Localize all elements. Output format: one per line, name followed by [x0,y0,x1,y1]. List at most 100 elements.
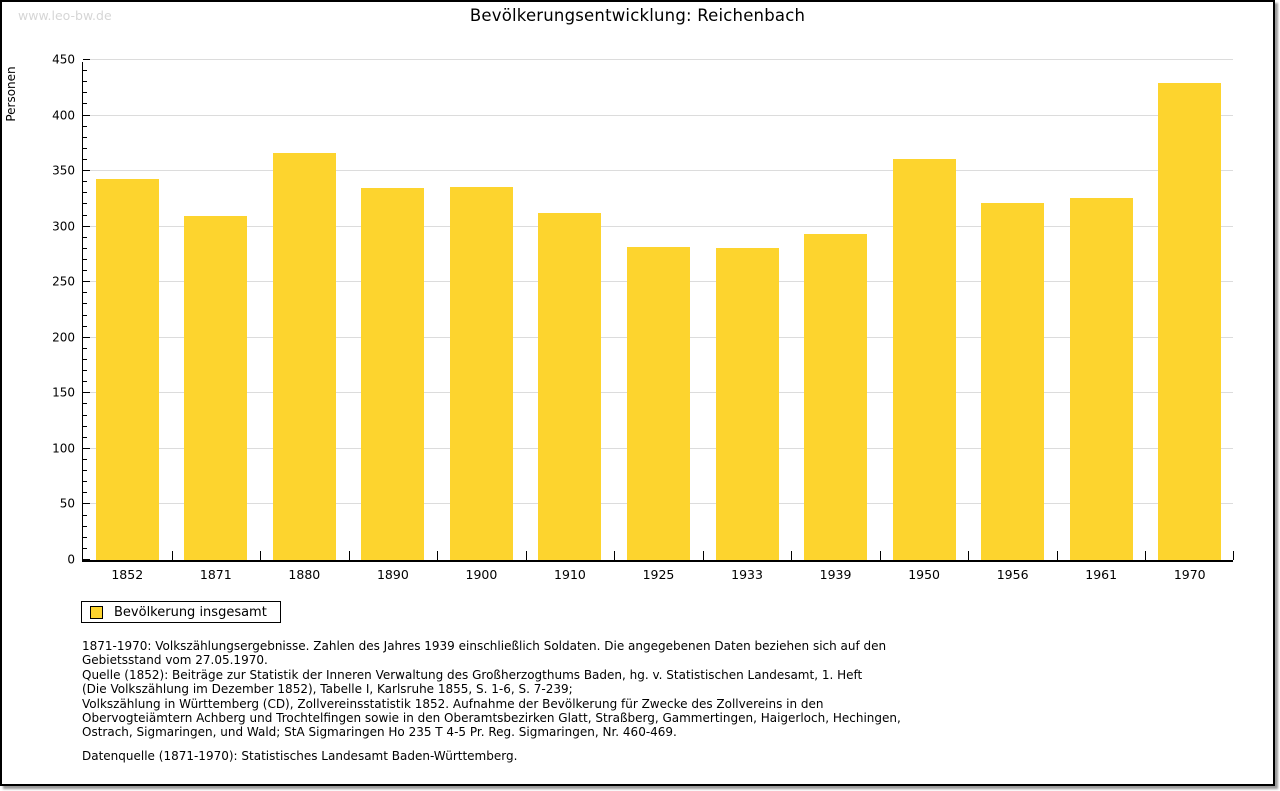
x-tick [702,551,704,560]
y-minor-tick [83,481,87,483]
y-tick-label: 450 [52,52,75,67]
y-minor-tick [83,470,87,472]
y-minor-tick [83,136,87,138]
x-tick [1233,551,1234,560]
y-tick-label: 300 [52,219,75,234]
watermark: www.leo-bw.de [18,8,112,23]
x-tick [348,551,350,560]
y-minor-tick [83,192,87,194]
y-major-tick [83,447,90,449]
y-minor-tick [83,125,87,127]
footer-line: Quelle (1852): Beiträge zur Statistik de… [82,667,863,682]
y-tick-label: 350 [52,163,75,178]
y-minor-tick [83,459,87,460]
y-major-tick [83,114,90,116]
footer-line: Gebietsstand vom 27.05.1970. [82,653,268,668]
y-tick-label: 200 [52,330,75,345]
x-tick-label: 1925 [642,567,675,582]
datasource-line: Datenquelle (1871-1970): Statistisches L… [82,748,518,763]
x-tick [614,551,616,560]
y-major-tick [83,392,90,394]
y-minor-tick [83,425,87,427]
y-major-tick [83,225,90,227]
y-minor-tick [83,203,87,205]
y-minor-tick [83,547,87,549]
y-minor-tick [83,303,87,305]
x-tick-label: 1961 [1085,567,1118,582]
x-tick [879,551,881,560]
x-tick-label: 1900 [465,567,498,582]
bar-1950 [892,158,956,560]
y-minor-tick [83,436,87,438]
bar-1900 [449,186,513,560]
gridline [83,114,1233,116]
plot-area: 0 50 100 150 200 250 300 350 400 450 1852 1871 1880 1… [52,53,1234,582]
bar-1890 [361,187,425,560]
bar-1852 [95,178,159,560]
x-tick-label: 1970 [1173,567,1206,582]
footer-line: (Die Volkszählung im Dezember 1852), Tab… [82,682,573,697]
x-tick [171,551,173,560]
x-tick [260,551,262,560]
y-minor-tick [83,536,87,538]
y-minor-tick [83,92,87,94]
x-tick-label: 1950 [908,567,941,582]
x-tick [437,551,439,560]
gridline [83,170,1233,172]
x-tick [1056,551,1058,560]
y-minor-tick [83,314,87,316]
y-minor-tick [83,414,87,416]
gridline [83,225,1233,227]
bar-1961 [1069,197,1133,560]
y-tick-label: 250 [52,274,75,289]
y-axis-title: Personen [4,66,18,122]
y-minor-tick [83,292,87,294]
y-minor-tick [83,525,87,527]
y-minor-tick [83,347,87,349]
x-tick [1145,551,1147,560]
footer-line: Ostrach, Sigmaringen, und Wald; StA Sigm… [82,725,677,740]
y-tick-label: 150 [52,385,75,400]
y-major-tick [83,170,90,172]
y-minor-tick [83,236,87,238]
y-minor-tick [83,270,87,272]
x-tick-label: 1852 [111,567,144,582]
y-major-tick [83,59,90,60]
x-tick-label: 1890 [376,567,409,582]
y-minor-tick [83,70,87,72]
y-minor-tick [83,259,87,260]
legend-swatch [90,605,103,619]
y-minor-tick [83,81,87,83]
legend-box: Bevölkerung insgesamt [81,601,281,623]
y-tick-label: 400 [52,108,75,123]
x-tick-label: 1871 [199,567,232,582]
legend-label: Bevölkerung insgesamt [114,604,267,620]
x-tick [968,551,970,560]
bar-1933 [715,247,779,560]
y-minor-tick [83,492,87,494]
y-minor-tick [83,247,87,249]
x-tick-label: 1880 [288,567,321,582]
footer-lines: 1871-1970: Volkszählungsergebnisse. Zahl… [82,639,1232,740]
y-minor-tick [83,403,87,405]
x-tick-label: 1933 [731,567,763,582]
y-minor-tick [83,370,87,372]
bar-1970 [1158,83,1222,560]
y-major-tick [83,281,90,283]
x-tick-label: 1910 [554,567,586,582]
y-tick-label: 100 [52,441,75,456]
y-minor-tick [83,181,87,183]
bar-1871 [184,215,248,560]
y-minor-tick [83,103,87,105]
bar-1939 [804,234,868,560]
y-minor-tick [83,359,87,360]
x-tick-label: 1956 [996,567,1029,582]
x-tick [791,551,793,560]
y-minor-tick [83,214,87,216]
bar-1925 [627,246,690,560]
footer-line: 1871-1970: Volkszählungsergebnisse. Zahl… [82,639,887,653]
y-minor-tick [83,325,87,327]
y-tick-label: 0 [67,552,75,567]
y-major-tick [83,336,90,338]
